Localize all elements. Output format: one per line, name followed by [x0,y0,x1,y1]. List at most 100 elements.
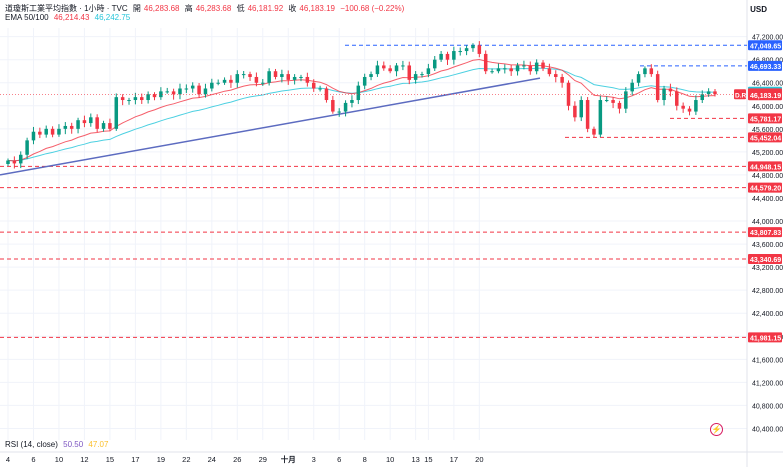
candle-body [140,97,144,101]
time-tick-label: 22 [182,455,190,464]
candle-body [611,100,615,103]
candle-body [159,91,163,98]
candle-body [598,100,603,135]
rsi-label: RSI (14, close) [5,440,58,449]
candle-body [706,91,711,95]
ema-label: EMA 50/100 [5,13,49,22]
candle-body [668,88,673,92]
price-level-label: 47,049.65 [750,43,781,50]
ema-value-2: 46,242.75 [94,13,131,22]
candle-body [362,76,367,86]
time-tick-label: 15 [424,455,432,464]
price-tick-label: 46,400.00 [752,81,783,88]
current-marker-tag [734,89,746,100]
candle-body [477,45,482,54]
low-label: 低 [236,4,245,13]
candle-body [108,123,112,129]
price-tick-label: 47,200.00 [752,35,783,42]
price-tick-label: 43,200.00 [752,265,783,272]
candle-body [337,111,341,113]
candle-body [350,100,354,103]
candle-body [630,82,634,92]
candle-body [369,74,373,77]
high-value: 46,283.68 [195,4,232,13]
candle-body [82,120,87,124]
candle-body [318,88,322,90]
current-marker-label: D.R [735,92,747,99]
high-label: 高 [184,4,193,13]
candle-body [452,51,456,60]
time-tick-label: 10 [386,455,394,464]
price-level-label: 43,340.69 [750,257,781,264]
time-tick-label: 29 [259,455,267,464]
candle-body [50,128,55,135]
price-level-label: 43,807.83 [750,230,781,237]
price-tick-label: 42,800.00 [752,288,783,295]
price-level-label: 45,452.04 [750,135,781,142]
candle-body [432,59,437,69]
candle-body [235,74,240,83]
candle-body [178,88,182,95]
candle-body [394,65,399,72]
candle-body [152,94,157,98]
candle-body [38,131,42,135]
rsi-legend[interactable]: RSI (14, close) 50.50 47.07 [5,440,111,449]
price-tick-label: 45,600.00 [752,127,783,134]
candle-body [592,128,596,135]
candle-body [649,68,654,75]
candle-body [382,65,386,69]
candle-body [496,68,501,72]
candle-body [267,71,271,83]
candle-body [560,76,564,83]
candle-body [509,68,513,72]
candle-body [503,68,507,70]
trend-line [0,77,541,176]
price-level-tag [748,227,782,238]
close-label: 收 [288,4,297,13]
time-tick-label: 13 [411,455,419,464]
close-value: 46,183.19 [299,4,335,13]
candle-body [604,100,609,102]
time-tick-label: 24 [208,455,216,464]
price-tick-label: 40,800.00 [752,403,783,410]
rsi-value-2: 47.07 [88,440,109,449]
candle-body [44,128,48,135]
ema-100-line [7,67,716,162]
price-level-tag [748,132,782,143]
price-level-tag [748,60,782,71]
lightning-icon[interactable]: ⚡ [710,423,723,436]
price-tick-label: 43,600.00 [752,242,783,249]
ema-legend[interactable]: EMA 50/100 46,214.43 46,242.75 [5,13,133,22]
price-level-label: 41,981.15 [750,335,781,342]
price-tick-label: 44,000.00 [752,219,783,226]
candle-body [25,140,29,155]
candle-body [413,74,418,80]
price-level-tag [748,332,782,343]
price-tick-label: 41,200.00 [752,380,783,387]
candle-body [579,100,583,118]
price-level-label: 46,693.33 [750,64,781,71]
price-level-label: 44,948.15 [750,164,781,171]
time-tick-label: 6 [337,455,341,464]
candle-body [687,108,692,112]
candle-body [636,74,641,83]
price-level-tag [748,90,782,101]
rsi-value-1: 50.50 [63,440,84,449]
candle-body [324,88,329,101]
candle-body [694,100,698,112]
candle-body [445,53,450,60]
low-value: 46,181.92 [247,4,284,13]
candle-body [254,76,259,83]
price-level-label: 46,183.19 [750,93,781,100]
candle-body [210,82,214,89]
candle-body [203,88,208,95]
candle-body [681,105,685,109]
candle-body [547,68,552,75]
candle-body [248,74,252,77]
symbol-title: 道瓊斯工業平均指數 · 1小時 · TVC [5,4,128,13]
candle-body [439,53,443,60]
candle-body [700,94,705,101]
candle-body [280,74,284,77]
candle-body [407,65,412,80]
